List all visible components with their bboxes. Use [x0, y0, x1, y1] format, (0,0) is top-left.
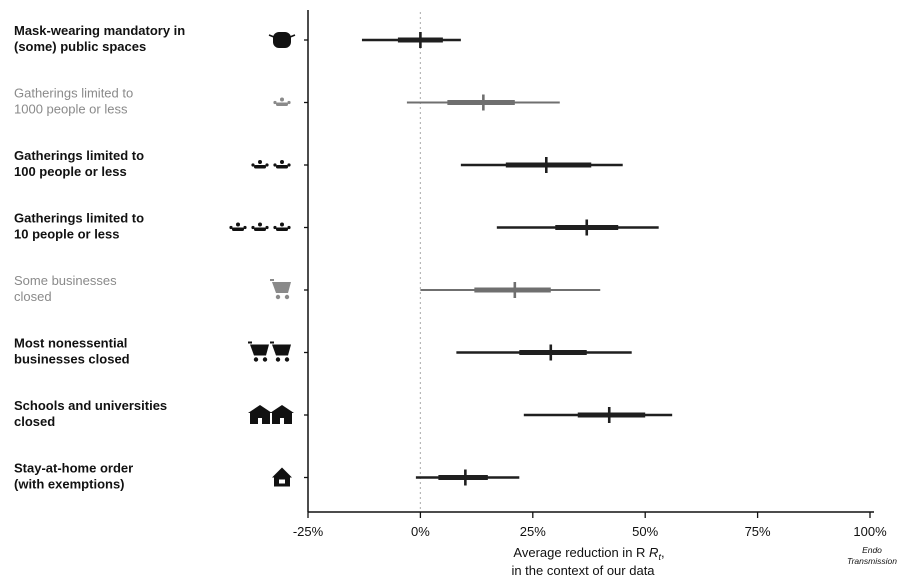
mask-icon — [268, 32, 296, 48]
footnote-line1: Endo — [862, 545, 882, 555]
school-icon — [270, 405, 294, 424]
intervention-label-line1: Most nonessential — [14, 336, 127, 351]
cart-icon — [270, 341, 291, 362]
x-tick-label: 75% — [745, 524, 771, 539]
intervention-label-line1: Some businesses — [14, 273, 117, 288]
group-icon — [273, 160, 291, 169]
cart-icon — [248, 341, 269, 362]
intervention-label-line1: Gatherings limited to — [14, 148, 144, 163]
x-tick-label: 50% — [632, 524, 658, 539]
x-tick-label: 25% — [520, 524, 546, 539]
house-icon — [272, 467, 292, 487]
intervention-label-line2: 100 people or less — [14, 164, 127, 179]
intervention-label-line1: Stay-at-home order — [14, 461, 133, 476]
group-icon — [273, 222, 291, 231]
x-axis-label-line1: Average reduction in R Rt, — [513, 545, 664, 562]
intervention-label-line1: Gatherings limited to — [14, 211, 144, 226]
group-icon — [229, 222, 247, 231]
intervention-label-line1: Gatherings limited to — [14, 86, 133, 101]
intervention-label-line2: businesses closed — [14, 352, 130, 367]
intervention-label-line2: closed — [14, 289, 52, 304]
intervention-label-line2: closed — [14, 414, 55, 429]
x-axis-label-line2: in the context of our data — [511, 563, 655, 578]
school-icon — [248, 405, 272, 424]
intervention-label-line2: 10 people or less — [14, 227, 120, 242]
x-tick-label: 0% — [411, 524, 430, 539]
group-icon — [273, 97, 291, 106]
footnote-line2: Transmission — [847, 556, 897, 566]
intervention-label-line2: 1000 people or less — [14, 102, 128, 117]
intervention-label-line1: Mask-wearing mandatory in — [14, 23, 185, 38]
group-icon — [251, 222, 269, 231]
x-tick-label: -25% — [293, 524, 324, 539]
intervention-label-line2: (with exemptions) — [14, 477, 125, 492]
x-tick-label: 100% — [853, 524, 887, 539]
intervention-label-line1: Schools and universities — [14, 398, 167, 413]
group-icon — [251, 160, 269, 169]
cart-icon — [270, 279, 291, 300]
intervention-label-line2: (some) public spaces — [14, 39, 146, 54]
